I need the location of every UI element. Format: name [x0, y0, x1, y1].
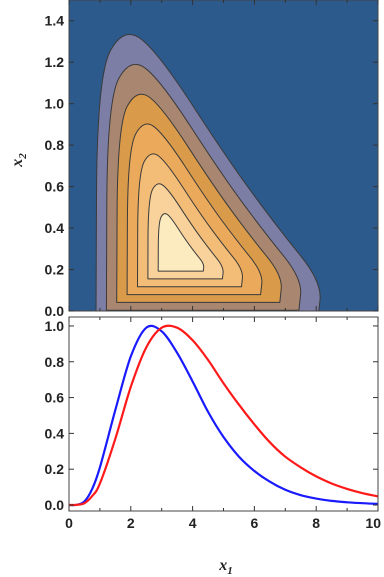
- contour-layers: [95, 34, 321, 311]
- contour-y-tick-label: 0.8: [45, 137, 65, 153]
- line-y-tick-label: 1.0: [45, 318, 65, 334]
- line-y-ticks: 0.0 0.2 0.4 0.6 0.8 1.0: [45, 318, 378, 513]
- contour-y-tick-label: 0.6: [45, 179, 65, 195]
- contour-region: [157, 213, 205, 272]
- line-background: [69, 317, 378, 511]
- contour-y-tick-label: 1.2: [45, 54, 65, 70]
- contour-y-tick-label: 0.0: [45, 303, 65, 319]
- line-y-tick-label: 0.0: [45, 497, 65, 513]
- line-x-tick-label: 6: [251, 515, 259, 531]
- contour-y-axis-label: x2: [9, 153, 29, 168]
- line-x-tick-label: 10: [365, 515, 381, 531]
- contour-x-ticks: [68, 0, 379, 311]
- line-x-axis-label-main: x: [218, 557, 227, 574]
- line-y-tick-label: 0.4: [45, 425, 65, 441]
- series-line-red: [69, 324, 378, 507]
- line-series-group: [69, 324, 378, 507]
- line-y-tick-label: 0.6: [45, 390, 65, 406]
- line-panel: 0.0 0.2 0.4 0.6 0.8 1.0 0 2 4 6 8 10 x1: [45, 316, 381, 577]
- contour-y-tick-label: 1.0: [45, 96, 65, 112]
- contour-y-tick-label: 0.4: [45, 220, 65, 236]
- line-x-axis-label-sub: 1: [227, 565, 233, 577]
- line-x-tick-label: 0: [65, 515, 73, 531]
- contour-y-tick-label: 0.2: [45, 262, 65, 278]
- line-x-tick-label: 2: [127, 515, 135, 531]
- contour-y-axis-label-sub: 2: [17, 153, 29, 160]
- contour-panel: 0.0 0.2 0.4 0.6 0.8 1.0 1.2 1.4 x2: [9, 0, 379, 319]
- series-line-blue: [69, 324, 378, 507]
- line-y-tick-label: 0.2: [45, 461, 65, 477]
- contour-y-ticks: 0.0 0.2 0.4 0.6 0.8 1.0 1.2 1.4: [45, 13, 378, 319]
- line-x-tick-label: 8: [312, 515, 320, 531]
- line-y-tick-label: 0.8: [45, 354, 65, 370]
- contour-y-axis-label-main: x: [9, 159, 26, 168]
- line-x-tick-label: 4: [189, 515, 197, 531]
- line-x-ticks: 0 2 4 6 8 10: [65, 317, 381, 531]
- line-x-axis-label: x1: [218, 557, 233, 577]
- contour-y-tick-label: 1.4: [45, 13, 65, 29]
